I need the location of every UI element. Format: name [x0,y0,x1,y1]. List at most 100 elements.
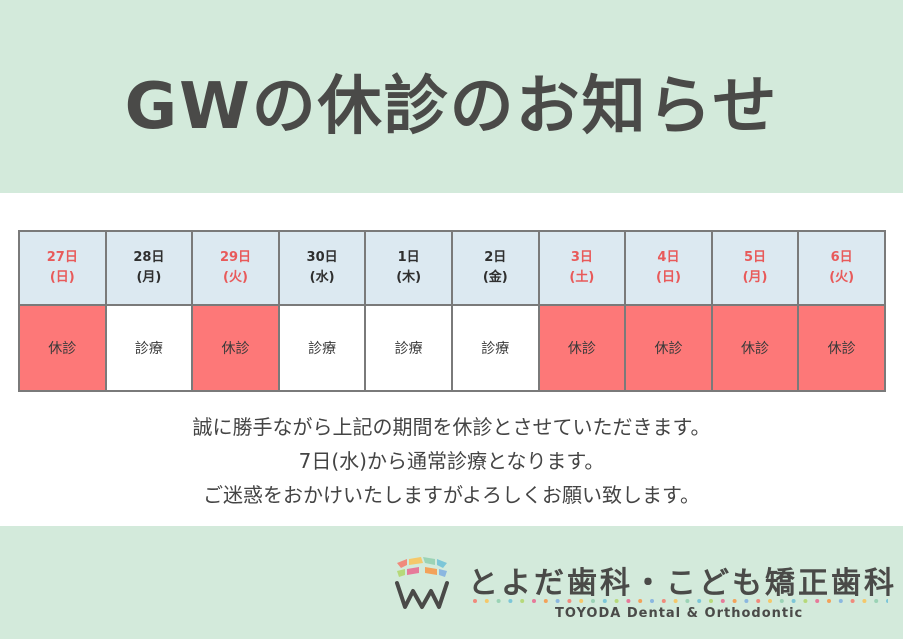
status-label: 休診 [741,341,770,357]
divider-dot [673,599,678,603]
date-label: 5日 [744,250,767,265]
date-cell: 1日 (木) [364,230,453,306]
date-cell: 29日 (火) [191,230,280,306]
status-label: 診療 [308,341,337,357]
divider-dot [862,599,867,603]
date-cell: 3日 (土) [537,230,627,306]
date-cell: 4日 (日) [624,230,713,306]
weekday-label: (月) [742,270,768,285]
weekday-label: (月) [136,270,162,285]
schedule-table-wrap: 27日 (日) 28日 (月) 29日 (火) 30日 (水) 1日 (木) 2日 (金) 3日 (土) 4… [18,230,886,392]
tooth-logo-icon [395,557,449,609]
divider-dot [874,599,879,603]
closed-status-cell: 休診 [624,304,713,392]
divider-dot [886,599,888,603]
status-label: 診療 [134,341,163,357]
date-label: 1日 [397,250,420,265]
divider-dot [484,599,489,603]
status-label: 休診 [567,341,596,357]
divider-dot [803,599,808,603]
divider-dot [838,599,843,603]
divider-dot [756,599,761,603]
weekday-label: (日) [656,270,681,285]
brand-name: とよだ歯科・こども矯正歯科 [468,566,897,601]
divider-dot [532,599,536,603]
divider-dot [815,599,820,603]
weekday-label: (木) [396,270,422,285]
date-cell: 6日 (火) [797,230,886,306]
divider-dot [791,599,796,603]
status-row: 休診 診療 休診 診療 診療 診療 休診 休診 休診 休診 [18,304,886,392]
divider-dot [520,599,525,603]
divider-dot [508,599,513,603]
message-line-2: 7日(水)から通常診療となります。 [298,449,605,473]
divider-dot [579,599,584,603]
date-cell: 2日 (金) [450,230,540,306]
page-title: GWの休診のお知らせ [124,69,779,144]
open-status-cell: 診療 [450,304,540,392]
status-label: 休診 [827,341,856,357]
status-label: 休診 [48,341,77,357]
divider-dot [779,599,784,603]
divider-dot [591,599,595,603]
weekday-label: (水) [309,270,335,285]
divider-dot [614,599,619,603]
status-label: 診療 [394,341,423,357]
date-label: 2日 [484,250,507,265]
divider-dot [626,599,631,603]
divider-dot [850,599,855,603]
divider-dot [744,599,749,603]
divider-dot [638,599,643,603]
date-label: 30日 [306,250,338,265]
divider-dot [555,599,560,603]
date-label: 6日 [830,250,853,265]
status-label: 診療 [481,341,510,357]
divider-dot [473,599,477,603]
divider-dot [650,599,654,603]
closed-status-cell: 休診 [797,304,886,392]
weekday-label: (金) [482,270,508,285]
date-cell: 27日 (日) [18,230,107,306]
status-label: 休診 [654,341,683,357]
closed-status-cell: 休診 [191,304,280,392]
divider-dot [709,599,713,603]
open-status-cell: 診療 [277,304,367,392]
divider-dot [720,599,725,603]
message-line-3: ご迷惑をおかけいたしますがよろしくお願い致します。 [203,483,700,507]
open-status-cell: 診療 [364,304,453,392]
divider-dot [768,599,772,603]
weekday-label: (火) [223,270,248,285]
closed-status-cell: 休診 [710,304,800,392]
header-banner: GWの休診のお知らせ [0,0,903,193]
divider-dot [602,599,607,603]
divider-dot [685,599,690,603]
divider-dot [543,599,548,603]
divider-dot [661,599,666,603]
open-status-cell: 診療 [104,304,194,392]
footer-banner: とよだ歯科・こども矯正歯科 TOYODA Dental & Orthodonti… [0,526,903,639]
closed-status-cell: 休診 [537,304,627,392]
date-label: 4日 [657,250,680,265]
date-label: 28日 [133,250,165,265]
divider-dot [697,599,702,603]
date-row: 27日 (日) 28日 (月) 29日 (火) 30日 (水) 1日 (木) 2日 (金) 3日 (土) 4… [18,230,886,306]
weekday-label: (土) [569,270,595,285]
divider-dot [567,599,572,603]
date-label: 29日 [219,250,252,265]
divider-dot [827,599,831,603]
date-cell: 30日 (水) [277,230,367,306]
date-cell: 28日 (月) [104,230,194,306]
status-label: 休診 [221,341,250,357]
date-label: 3日 [570,250,593,265]
weekday-label: (日) [49,270,75,285]
divider-dot [732,599,737,603]
weekday-label: (火) [829,270,855,285]
schedule-table: 27日 (日) 28日 (月) 29日 (火) 30日 (水) 1日 (木) 2日 (金) 3日 (土) 4… [18,230,886,392]
brand-subtitle: TOYODA Dental & Orthodontic [555,606,804,621]
divider-dot [496,599,501,603]
date-label: 27日 [46,250,78,265]
notice-message: 誠に勝手ながら上記の期間を休診とさせていただきます。 7日(水)から通常診療とな… [0,410,903,512]
date-cell: 5日 (月) [710,230,800,306]
dotted-divider [473,599,888,603]
closed-status-cell: 休診 [18,304,107,392]
